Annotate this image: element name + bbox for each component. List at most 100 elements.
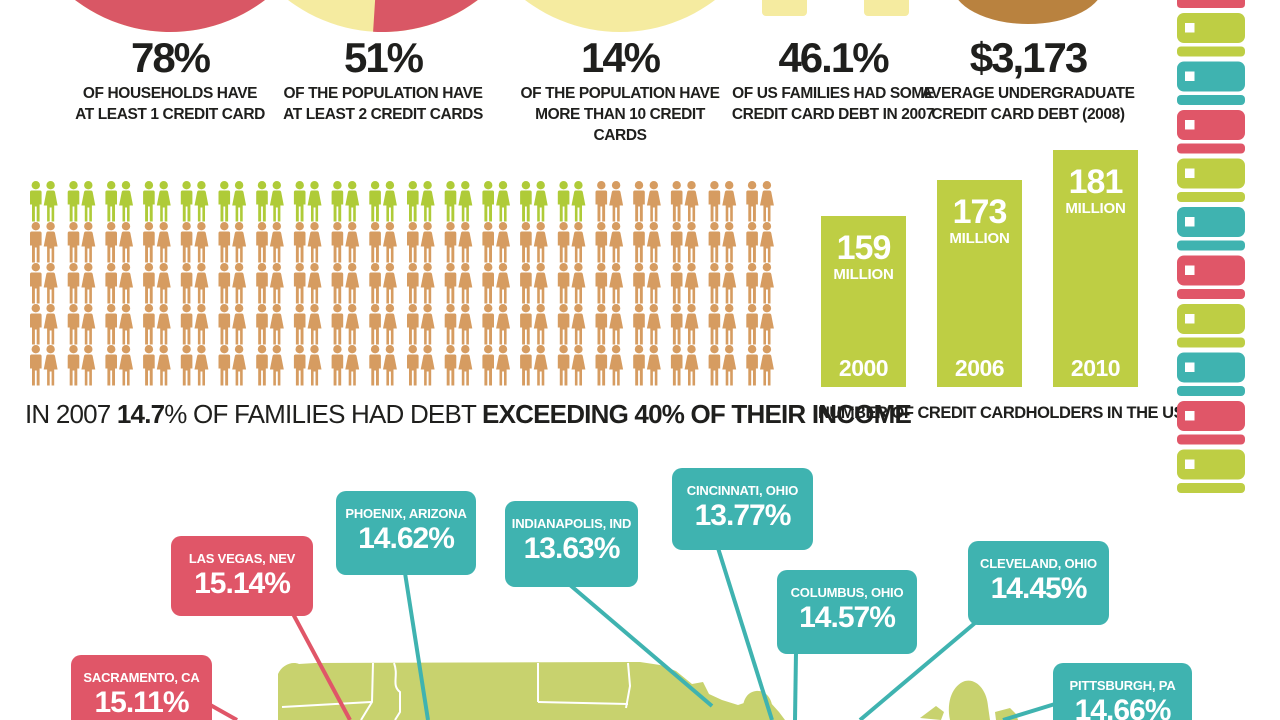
card-stripe	[1177, 95, 1245, 105]
stat-block-5: $3,173 AVERAGE UNDERGRADUATE CREDIT CARD D…	[916, 36, 1140, 125]
card-body	[1177, 207, 1245, 237]
stat-value: 51%	[343, 34, 424, 81]
stat-label: OF US FAMILIES HAD SOME CREDIT CARD DEBT …	[721, 83, 945, 125]
leader-line	[1002, 702, 1056, 720]
card-body	[1177, 352, 1245, 383]
bar-value-label: 159	[836, 229, 892, 267]
credit-card-icon	[1177, 207, 1245, 251]
card-stripe	[1177, 337, 1245, 348]
card-body	[1177, 255, 1245, 286]
card-body	[1177, 449, 1245, 480]
callout-value-label: 15.14%	[194, 567, 291, 600]
stat-label-line: AVERAGE UNDERGRADUATE	[921, 85, 1135, 102]
card-body	[1177, 110, 1245, 140]
credit-card-icon	[1177, 401, 1245, 445]
caption-text: EXCEEDING 40% OF THEIR INCOME	[482, 399, 912, 429]
card-stripe	[1177, 289, 1245, 299]
card-chip	[1185, 168, 1195, 178]
card-chip	[1185, 217, 1195, 227]
caption-text: % OF FAMILIES HAD DEBT	[164, 399, 483, 429]
column-bar	[762, 0, 807, 16]
callout-city-label: SACRAMENTO, CA	[83, 670, 200, 685]
stat-label-line: OF HOUSEHOLDS HAVE	[82, 85, 258, 102]
pie-remainder-slice	[525, 0, 715, 32]
callout-city-label: COLUMBUS, OHIO	[790, 585, 904, 600]
stat-value: 14%	[580, 34, 661, 81]
caption-text: IN 2007	[25, 399, 117, 429]
us-map	[278, 662, 1018, 720]
card-chip	[1185, 265, 1195, 275]
credit-card-icon-partial	[1177, 0, 1245, 8]
stat-label-line: OF US FAMILIES HAD SOME	[732, 85, 934, 102]
card-stripe	[1177, 386, 1245, 396]
leader-line	[858, 621, 977, 720]
bar-value-label: 173	[952, 193, 1008, 231]
card-chip	[1185, 362, 1195, 372]
card-chip	[1185, 23, 1195, 33]
leader-line	[793, 651, 798, 720]
callout-value-label: 14.66%	[1074, 694, 1172, 720]
stat-label: OF THE POPULATION HAVE AT LEAST 2 CREDIT …	[271, 83, 495, 125]
map-landmass	[278, 662, 1018, 720]
card-chip	[1185, 314, 1195, 324]
bar-value-label: 181	[1068, 163, 1124, 201]
stat-value: 46.1%	[778, 34, 889, 81]
bar-year-label: 2000	[838, 355, 889, 381]
leader-line	[290, 611, 352, 720]
card-body	[1177, 158, 1245, 189]
callout-city-label: CLEVELAND, OHIO	[980, 556, 1097, 571]
stat-block-2: 51% OF THE POPULATION HAVE AT LEAST 2 CRED…	[271, 36, 495, 125]
card-stripe	[1177, 483, 1245, 493]
card-stripe	[1177, 192, 1245, 202]
stat-label: AVERAGE UNDERGRADUATE CREDIT CARD DEBT (2…	[916, 83, 1140, 125]
callout-value-label: 14.57%	[799, 601, 896, 634]
bar-year-label: 2010	[1070, 355, 1121, 381]
stat-label-line: AT LEAST 1 CREDIT CARD	[75, 106, 265, 123]
families-debt-caption: IN 2007 14.7% OF FAMILIES HAD DEBT EXCEE…	[25, 399, 912, 430]
callout-value-label: 15.11%	[94, 686, 189, 719]
card-stripe	[1177, 240, 1245, 251]
stat-value: 78%	[130, 34, 211, 81]
callout-value-label: 13.77%	[694, 499, 792, 532]
stat-label-line: OF THE POPULATION HAVE	[283, 85, 483, 102]
card-chip	[1185, 411, 1195, 421]
callout-city-label: PHOENIX, ARIZONA	[345, 506, 467, 521]
money-bag-icon	[958, 0, 1098, 24]
credit-card-icon	[1177, 255, 1245, 299]
callout-pittsburgh-pa: PITTSBURGH, PA 14.66%	[1053, 663, 1192, 720]
stat-value: $3,173	[969, 34, 1088, 81]
bar-2006: 173 MILLION 2006	[937, 180, 1022, 387]
stat-label-line: OF THE POPULATION HAVE	[520, 85, 720, 102]
bar-2010: 181 MILLION 2010	[1053, 150, 1138, 387]
callout-city-label: LAS VEGAS, NEV	[188, 551, 296, 566]
callout-city-label: PITTSBURGH, PA	[1069, 678, 1176, 693]
stat-label: OF HOUSEHOLDS HAVE AT LEAST 1 CREDIT CARD	[58, 83, 282, 125]
credit-card-icon	[1177, 449, 1245, 493]
pie-chart-icon	[75, 0, 265, 32]
callout-cleveland-ohio: CLEVELAND, OHIO 14.45%	[968, 541, 1109, 625]
column-bar	[864, 0, 909, 16]
columns-icon	[762, 0, 909, 16]
stat-label: OF THE POPULATION HAVE MORE THAN 10 CREDI…	[508, 83, 732, 146]
map-state-borders	[281, 662, 632, 720]
stat-label-line: MORE THAN 10 CREDIT CARDS	[535, 106, 705, 144]
card-body	[1177, 401, 1245, 431]
stat-block-3: 14% OF THE POPULATION HAVE MORE THAN 10 CR…	[508, 36, 732, 146]
callout-value-label: 14.62%	[358, 522, 455, 555]
pie-chart-icon	[288, 0, 478, 32]
top-icons-band	[75, 0, 1098, 32]
card-chip	[1185, 71, 1195, 81]
card-stripe	[1177, 143, 1245, 154]
bar-2000: 159 MILLION 2000	[821, 216, 906, 387]
bar-unit-label: MILLION	[833, 266, 894, 283]
pie-chart-icon	[525, 0, 715, 32]
leader-line	[568, 583, 714, 708]
callout-value-label: 13.63%	[523, 532, 621, 565]
callout-indianapolis-ind: INDIANAPOLIS, IND 13.63%	[505, 501, 638, 587]
callout-city-label: CINCINNATI, OHIO	[686, 483, 799, 498]
stat-label-line: AT LEAST 2 CREDIT CARDS	[283, 106, 483, 123]
stat-label-line: CREDIT CARD DEBT IN 2007	[731, 106, 935, 123]
credit-card-icon	[1177, 13, 1245, 57]
stat-block-1: 78% OF HOUSEHOLDS HAVE AT LEAST 1 CREDIT C…	[58, 36, 282, 125]
